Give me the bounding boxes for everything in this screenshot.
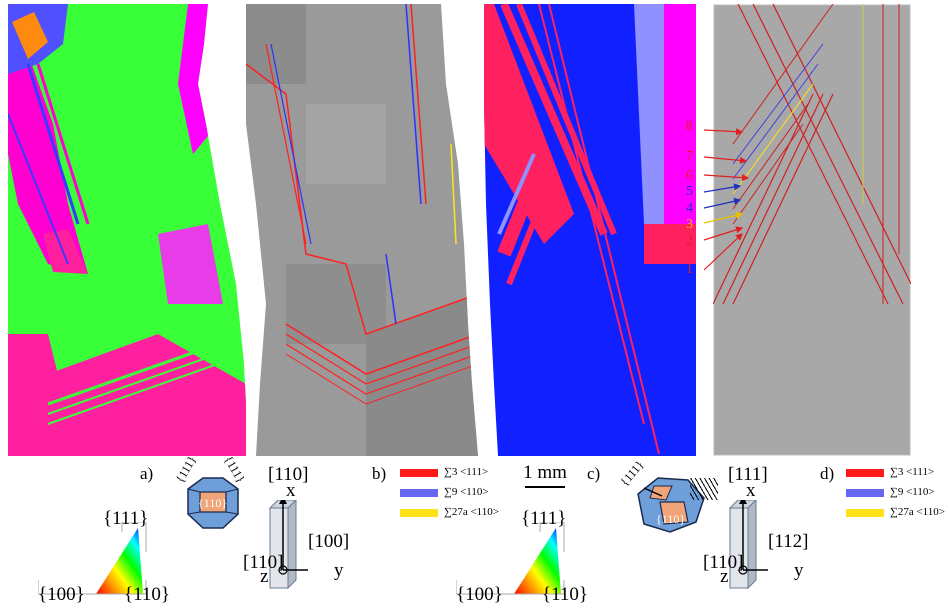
orientation-map-c bbox=[484, 4, 696, 456]
ipf-a-right-label: {110} bbox=[124, 584, 171, 605]
crystal-c-hatch bbox=[690, 478, 718, 500]
ipf-c-left-label: {100} bbox=[456, 584, 503, 605]
legend-b-label: ∑9 <110> bbox=[444, 486, 489, 498]
crystal-c-center-label: {110} bbox=[656, 512, 686, 526]
boundary-number-8: 8 bbox=[686, 119, 693, 134]
orientation-map-a bbox=[8, 4, 246, 456]
panel-label-c: c) bbox=[587, 464, 601, 483]
legend-d-row: ∑3 <111> bbox=[846, 466, 946, 480]
boundary-map-d bbox=[713, 4, 911, 456]
ipf-c-right-label: {110} bbox=[542, 584, 589, 605]
panel-label-a: a) bbox=[140, 464, 154, 483]
axis-c-z-dir: [110] bbox=[703, 552, 744, 573]
boundary-number-4: 4 bbox=[686, 201, 693, 216]
axis-a-x-dir: [110] bbox=[268, 464, 309, 485]
legend-b-row: ∑3 <111> bbox=[400, 466, 520, 480]
axis-a-z-dir: [110] bbox=[243, 552, 284, 573]
legend-b-row: ∑9 <110> bbox=[400, 486, 520, 500]
boundary-number-5: 5 bbox=[686, 184, 693, 199]
boundary-arrows bbox=[703, 128, 750, 271]
boundary-number-7: 7 bbox=[686, 149, 693, 164]
axis-c-z: z bbox=[720, 566, 729, 587]
ipf-a-top-label: {111} bbox=[103, 508, 149, 529]
scale-bar-line bbox=[525, 486, 565, 488]
legend-b-label: ∑3 <111> bbox=[444, 466, 489, 478]
boundary-number-3: 3 bbox=[686, 217, 693, 232]
axis-a-y-dir: [100] bbox=[308, 531, 350, 552]
crystal-a-center-label: {110} bbox=[198, 496, 228, 510]
ipf-a-left-label: {100} bbox=[38, 584, 85, 605]
axis-c-y-dir: [112] bbox=[768, 531, 809, 552]
boundary-map-b bbox=[246, 4, 478, 456]
scale-bar-label: 1 mm bbox=[523, 462, 567, 483]
legend-d-label: ∑27a <110> bbox=[890, 506, 945, 518]
legend-d-label: ∑9 <110> bbox=[890, 486, 935, 498]
axis-box-c bbox=[728, 500, 768, 590]
axis-c-y: y bbox=[794, 560, 804, 581]
legend-d-label: ∑3 <111> bbox=[890, 466, 935, 478]
crystal-shape-c bbox=[637, 477, 705, 533]
boundary-number-1: 1 bbox=[686, 262, 693, 277]
legend-d-row: ∑27a <110> bbox=[846, 506, 946, 520]
axis-box-a bbox=[268, 500, 308, 590]
legend-b-label: ∑27a <110> bbox=[444, 506, 499, 518]
ipf-triangle-c bbox=[456, 522, 565, 595]
boundary-number-2: 2 bbox=[686, 234, 693, 249]
axis-c-x-dir: [111] bbox=[728, 464, 768, 485]
boundary-number-6: 6 bbox=[686, 168, 693, 183]
axis-c-x: x bbox=[746, 480, 756, 501]
crystal-shape-a bbox=[187, 477, 239, 529]
ipf-c-top-label: {111} bbox=[521, 508, 567, 529]
legend-d-row: ∑9 <110> bbox=[846, 486, 946, 500]
panel-label-b: b) bbox=[372, 464, 387, 483]
axis-a-y: y bbox=[334, 560, 344, 581]
legend-b-row: ∑27a <110> bbox=[400, 506, 520, 520]
scale-bar: 1 mm bbox=[515, 462, 575, 488]
axis-a-x: x bbox=[286, 480, 296, 501]
ipf-triangle-a bbox=[38, 522, 147, 595]
panel-label-d: d) bbox=[820, 464, 835, 483]
axis-a-z: z bbox=[260, 566, 269, 587]
